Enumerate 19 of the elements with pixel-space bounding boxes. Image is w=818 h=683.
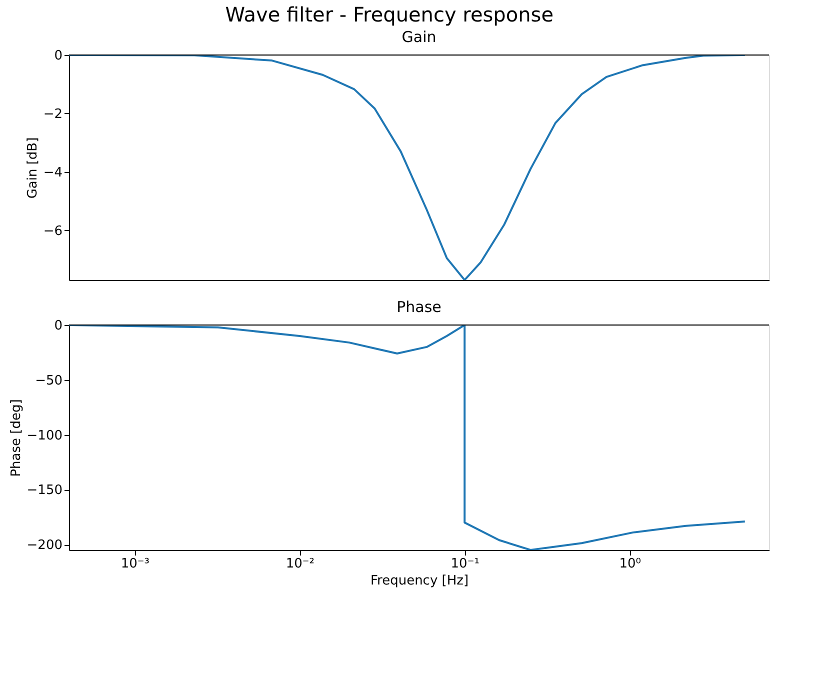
y-tick-label: −50 — [35, 373, 62, 388]
y-tick-label: −200 — [26, 538, 62, 554]
chart-title: Phase — [396, 298, 442, 316]
chart-subtitle: Gain — [402, 28, 436, 46]
y-tick-label: 0 — [54, 48, 62, 64]
y-axis-title: Phase [deg] — [8, 399, 24, 477]
x-tick-label: 10⁰ — [619, 556, 641, 572]
y-tick-label: −2 — [43, 106, 62, 122]
x-tick-label: 10⁻¹ — [450, 556, 480, 572]
y-axis-title: Gain [dB] — [25, 137, 40, 199]
y-tick-label: −4 — [43, 165, 62, 180]
y-tick-label: −6 — [43, 224, 62, 239]
x-tick-label: 10⁻³ — [120, 556, 150, 572]
x-tick-label: 10⁻² — [286, 556, 314, 572]
y-tick-label: −100 — [26, 428, 62, 444]
chart-title: Wave filter - Frequency response — [225, 2, 554, 26]
y-tick-label: 0 — [54, 318, 62, 334]
x-axis-title: Frequency [Hz] — [370, 574, 469, 588]
y-tick-label: −150 — [26, 483, 62, 498]
